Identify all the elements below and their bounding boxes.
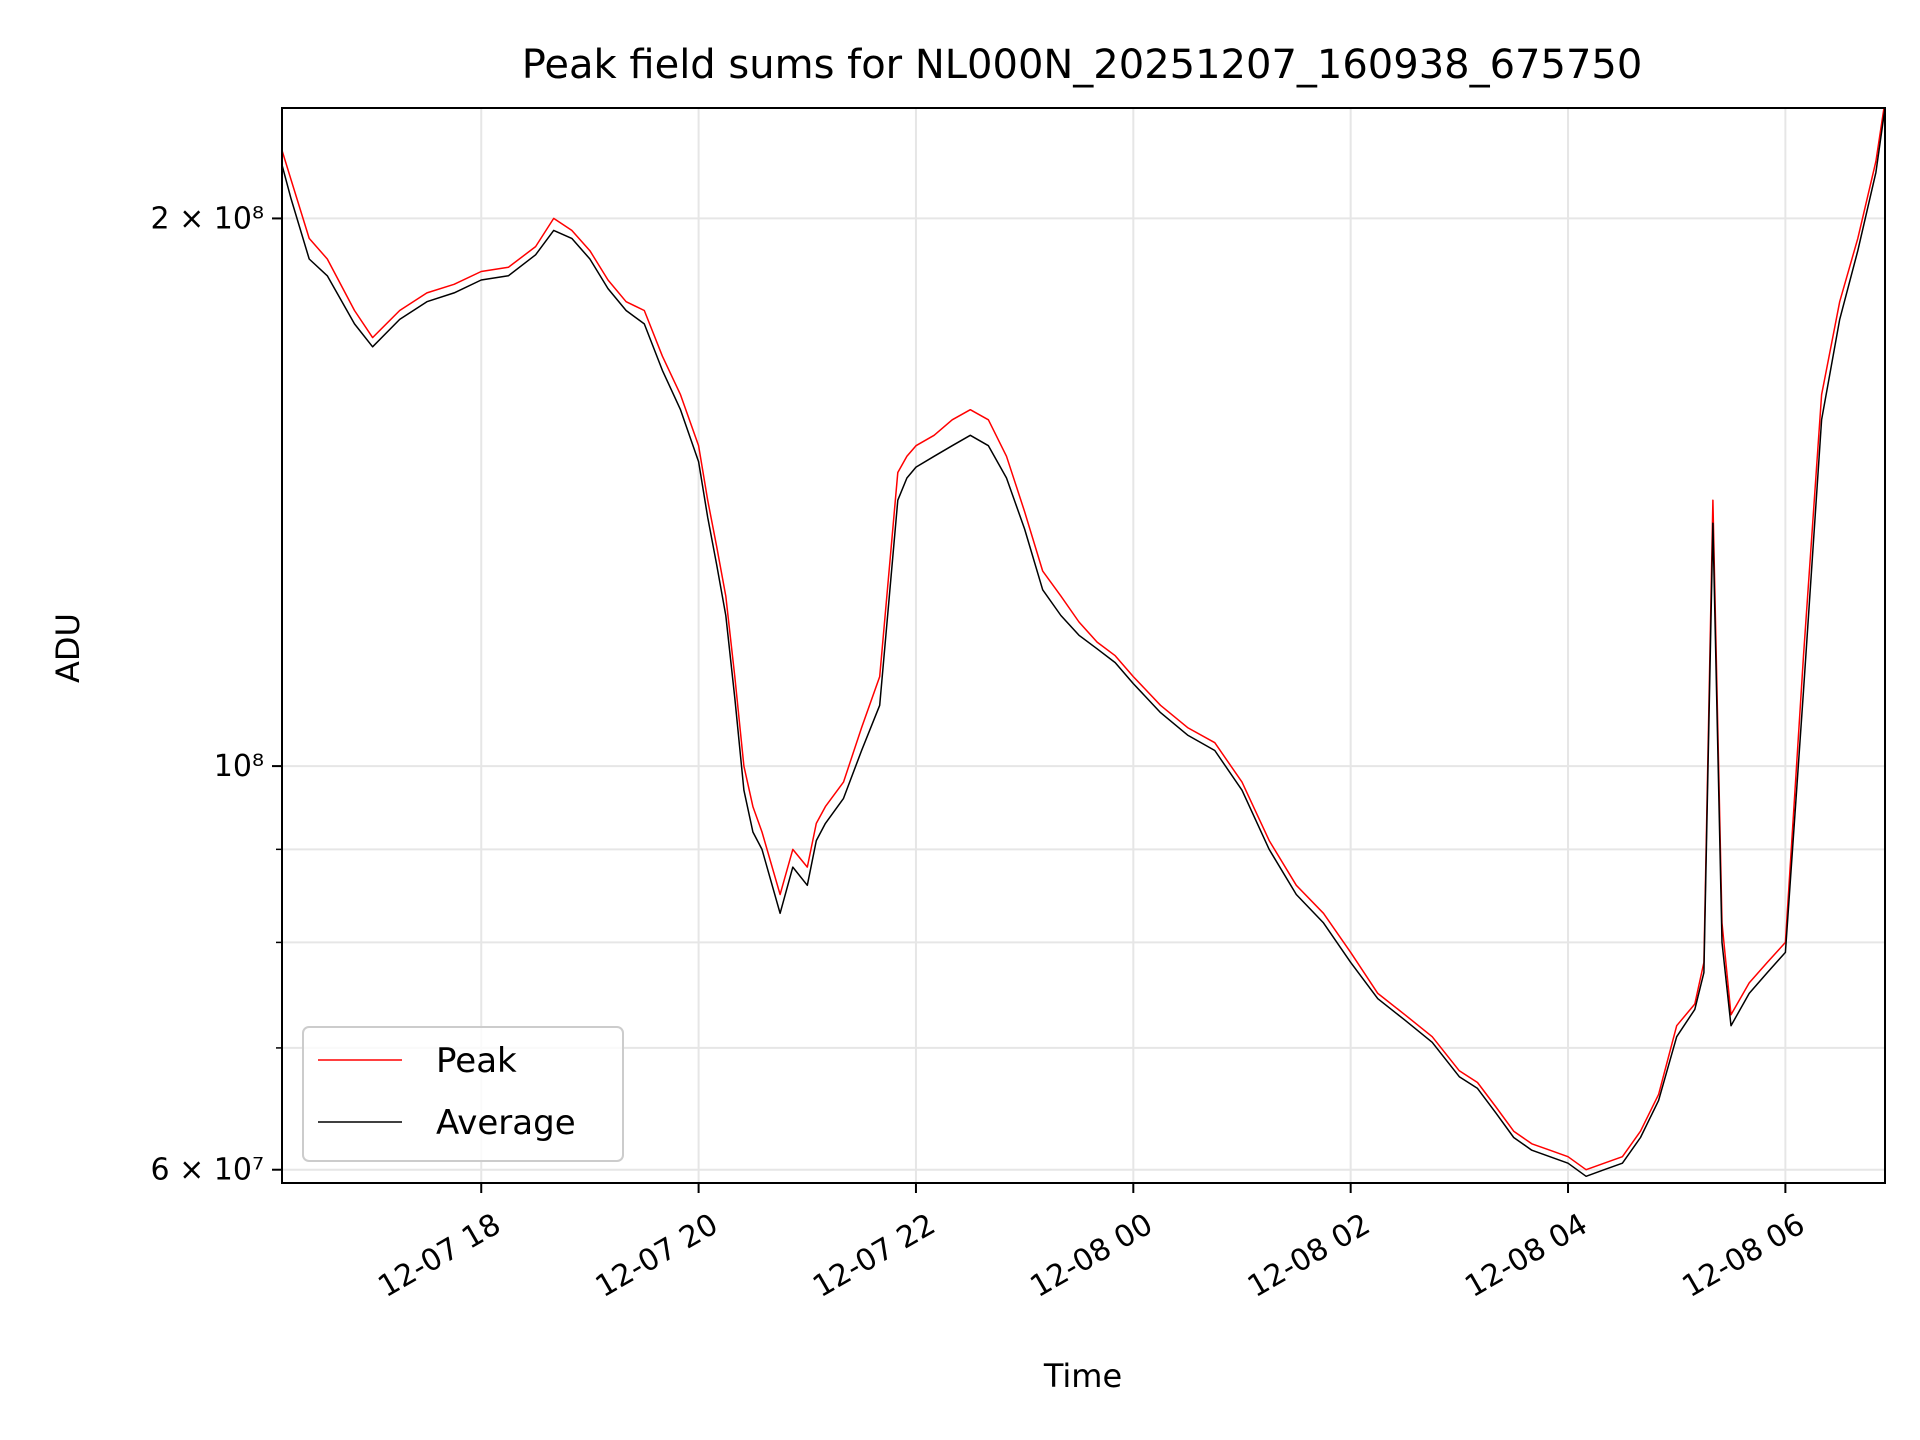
plot-frame (281, 107, 1886, 1184)
y-tick-label: 6 × 10⁷ (151, 1153, 265, 1188)
y-axis-title: ADU (49, 613, 87, 683)
y-tick-label: 10⁸ (214, 749, 264, 784)
chart-title: Peak field sums for NL000N_20251207_1609… (522, 42, 1643, 88)
x-axis-title: Time (1043, 1357, 1122, 1395)
y-tick-label: 2 × 10⁸ (151, 201, 265, 236)
legend-label-peak: Peak (436, 1041, 517, 1081)
series-line-average (282, 108, 1885, 1178)
legend: Peak Average (302, 1026, 624, 1162)
y-axis: 6 × 10⁷ 10⁸ 2 × 10⁸ (151, 201, 282, 1188)
series-line-peak (282, 108, 1885, 1171)
series-layer (282, 108, 1885, 1178)
legend-label-average: Average (436, 1103, 576, 1143)
